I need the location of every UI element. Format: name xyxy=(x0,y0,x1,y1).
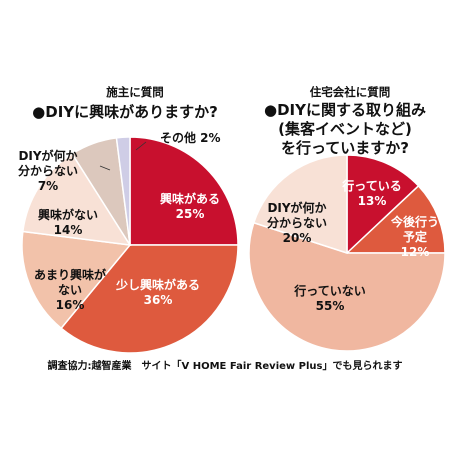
right-pie-chart: 行っている 13% 今後行う予定 12% 行っていない 55% DIYが何か分からない 20% xyxy=(248,154,446,352)
pie0-slice-2-label: あまり興味がない 16% xyxy=(34,267,106,312)
right-question-line-1: ●DIYに関する取り組み xyxy=(264,101,426,119)
left-question-line-1: ●DIYに興味がありますか? xyxy=(32,103,218,121)
pie1-slice-3 xyxy=(252,154,348,255)
left-chart-question: ●DIYに興味がありますか? xyxy=(10,103,240,122)
pie0-slice-3-label: 興味がない 14% xyxy=(38,207,98,237)
pie0-slice-5 xyxy=(115,136,131,246)
right-question-line-2: (集客イベントなど) xyxy=(278,120,412,138)
footer-credit: 調査協力:越智産業 サイト「V HOME Fair Review Plus」でも… xyxy=(47,361,403,372)
pie0-slice-3 xyxy=(22,152,132,246)
pie1-slice-0 xyxy=(346,154,420,255)
pie1-slice-1 xyxy=(345,184,446,254)
right-question-line-3: を行っていますか? xyxy=(281,139,409,157)
pie0-slice-4-leader xyxy=(99,165,111,171)
pie1-slice-3-label: DIYが何か分からない 20% xyxy=(267,200,327,245)
pie0-slice-2 xyxy=(21,230,132,330)
pie0-slice-5-leader xyxy=(135,141,147,151)
pie1-slice-1-label: 今後行う予定 12% xyxy=(390,214,439,259)
pie0-slice-0-label: 興味がある 25% xyxy=(160,191,220,221)
pie0-slice-0 xyxy=(129,136,239,246)
left-chart-header: 施主に質問 xyxy=(106,85,164,99)
right-chart-question: ●DIYに関する取り組み (集客イベントなど) を行っていますか? xyxy=(240,101,450,158)
pie1-slice-0-label: 行っている 13% xyxy=(341,178,401,208)
pie0-slice-4-label: DIYが何か分からない 7% xyxy=(18,148,78,193)
pie1-slice-2 xyxy=(248,221,446,352)
left-pie-chart: 興味がある 25% 少し興味がある 36% あまり興味がない 16% 興味がない 14% DIY… xyxy=(18,130,239,354)
pie0-slice-1 xyxy=(60,244,239,354)
pie0-slice-1-label: 少し興味がある 36% xyxy=(115,277,200,307)
pie1-slice-2-label: 行っていない 55% xyxy=(293,283,365,313)
pie0-slice-5-label: その他 2% xyxy=(160,130,221,145)
right-chart-header: 住宅会社に質問 xyxy=(309,85,391,99)
